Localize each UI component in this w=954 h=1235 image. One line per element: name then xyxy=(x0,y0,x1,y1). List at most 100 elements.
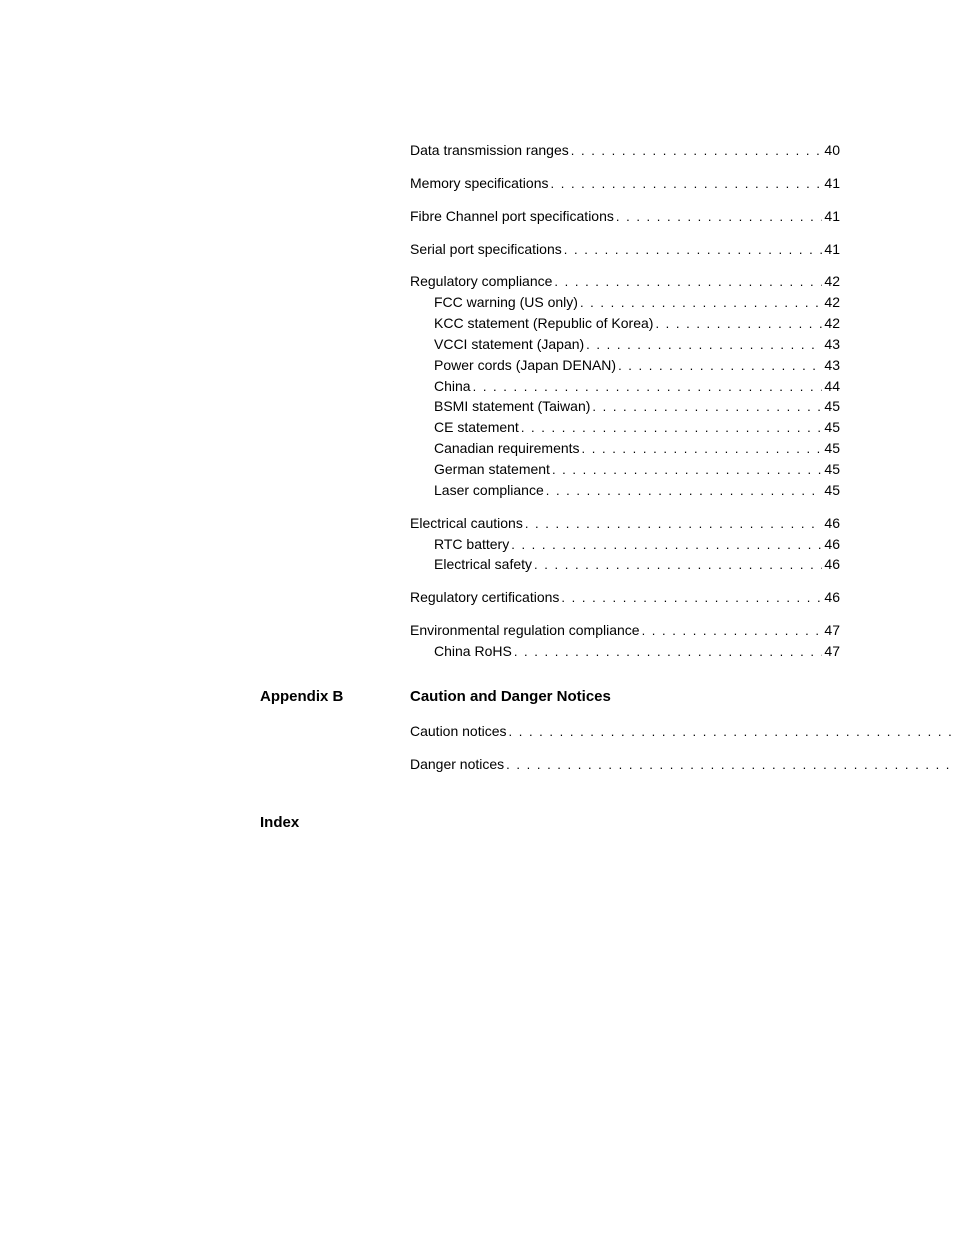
toc-entry-label: Serial port specifications xyxy=(410,239,562,259)
toc-entry[interactable]: FCC warning (US only) 42 xyxy=(410,292,840,313)
toc-entry-label: Memory specifications xyxy=(410,173,549,193)
toc-entry-page: 41 xyxy=(824,239,840,259)
toc-entry[interactable]: Danger notices 52 xyxy=(410,754,954,775)
toc-entry-label: Electrical safety xyxy=(434,554,532,574)
toc-entry-label: Data transmission ranges xyxy=(410,140,569,160)
toc-entry-label: Caution notices xyxy=(410,721,507,741)
toc-entry[interactable]: Data transmission ranges 40 xyxy=(410,140,840,161)
toc-entry-page: 43 xyxy=(824,334,840,354)
toc-entry-label: KCC statement (Republic of Korea) xyxy=(434,313,653,333)
toc-entry-page: 45 xyxy=(824,459,840,479)
toc-entry-label: Regulatory certifications xyxy=(410,587,559,607)
toc-group-gap xyxy=(410,608,840,620)
toc-leader-dots xyxy=(546,480,823,501)
toc-entry[interactable]: Fibre Channel port specifications 41 xyxy=(410,206,840,227)
toc-entry-page: 45 xyxy=(824,438,840,458)
toc-leader-dots xyxy=(521,417,823,438)
toc-entry[interactable]: VCCI statement (Japan) 43 xyxy=(410,334,840,355)
toc-entry-label: Regulatory compliance xyxy=(410,271,552,291)
toc-leader-dots xyxy=(506,754,954,775)
toc-entry-label: Power cords (Japan DENAN) xyxy=(434,355,616,375)
toc-leader-dots xyxy=(655,313,822,334)
toc-entry[interactable]: Environmental regulation compliance 47 xyxy=(410,620,840,641)
appendix-b-label: Appendix B xyxy=(260,688,410,705)
toc-entry-label: Electrical cautions xyxy=(410,513,523,533)
toc-entry[interactable]: Memory specifications 41 xyxy=(410,173,840,194)
index-section: Index xyxy=(260,814,804,831)
toc-entry[interactable]: China 44 xyxy=(410,376,840,397)
toc-entry[interactable]: Power cords (Japan DENAN) 43 xyxy=(410,355,840,376)
toc-leader-dots xyxy=(571,140,823,161)
toc-main-block: Data transmission ranges 40 Memory specif… xyxy=(410,140,840,662)
toc-entry-page: 44 xyxy=(824,376,840,396)
toc-leader-dots xyxy=(642,620,823,641)
toc-group-gap xyxy=(410,259,840,271)
toc-group-gap xyxy=(410,501,840,513)
toc-entry-label: FCC warning (US only) xyxy=(434,292,578,312)
toc-entry[interactable]: Caution notices 51 xyxy=(410,721,954,742)
toc-leader-dots xyxy=(525,513,823,534)
toc-entry-page: 40 xyxy=(824,140,840,160)
toc-entry-page: 41 xyxy=(824,173,840,193)
toc-leader-dots xyxy=(534,554,822,575)
toc-leader-dots xyxy=(592,396,822,417)
toc-leader-dots xyxy=(561,587,822,608)
toc-entry[interactable]: CE statement 45 xyxy=(410,417,840,438)
toc-leader-dots xyxy=(511,534,822,555)
toc-leader-dots xyxy=(514,641,823,662)
toc-leader-dots xyxy=(509,721,954,742)
toc-entry-label: Laser compliance xyxy=(434,480,544,500)
toc-entry[interactable]: BSMI statement (Taiwan) 45 xyxy=(410,396,840,417)
toc-entry-page: 45 xyxy=(824,480,840,500)
toc-entry-page: 41 xyxy=(824,206,840,226)
toc-group-gap xyxy=(410,742,954,754)
toc-entry-page: 46 xyxy=(824,513,840,533)
toc-entry-label: CE statement xyxy=(434,417,519,437)
toc-entry-page: 45 xyxy=(824,417,840,437)
index-label: Index xyxy=(260,814,410,831)
toc-entry-label: China xyxy=(434,376,471,396)
toc-entry-label: BSMI statement (Taiwan) xyxy=(434,396,590,416)
toc-entry[interactable]: Laser compliance 45 xyxy=(410,480,840,501)
toc-group-gap xyxy=(410,194,840,206)
toc-entry[interactable]: Canadian requirements 45 xyxy=(410,438,840,459)
appendix-b-section: Appendix B Caution and Danger Notices Ca… xyxy=(260,688,804,775)
toc-entry-page: 45 xyxy=(824,396,840,416)
appendix-b-content: Caution and Danger Notices Caution notic… xyxy=(410,688,954,775)
toc-entry-page: 46 xyxy=(824,587,840,607)
toc-entry-page: 42 xyxy=(824,292,840,312)
toc-entry-label: Environmental regulation compliance xyxy=(410,620,640,640)
toc-entry-label: VCCI statement (Japan) xyxy=(434,334,584,354)
toc-leader-dots xyxy=(551,173,823,194)
toc-entry-page: 43 xyxy=(824,355,840,375)
toc-entry-label: German statement xyxy=(434,459,550,479)
appendix-b-entries: Caution notices 51 Danger notices 52 xyxy=(410,721,954,775)
toc-entry[interactable]: RTC battery 46 xyxy=(410,534,840,555)
toc-leader-dots xyxy=(564,239,823,260)
toc-leader-dots xyxy=(582,438,823,459)
toc-entry[interactable]: KCC statement (Republic of Korea) 42 xyxy=(410,313,840,334)
toc-entry[interactable]: Regulatory certifications 46 xyxy=(410,587,840,608)
toc-entry-label: Canadian requirements xyxy=(434,438,580,458)
toc-entry-label: RTC battery xyxy=(434,534,509,554)
toc-entry-page: 47 xyxy=(824,641,840,661)
toc-entry-page: 42 xyxy=(824,313,840,333)
toc-leader-dots xyxy=(580,292,822,313)
toc-leader-dots xyxy=(616,206,823,227)
toc-entry-label: Danger notices xyxy=(410,754,504,774)
toc-entry[interactable]: China RoHS 47 xyxy=(410,641,840,662)
toc-group-gap xyxy=(410,161,840,173)
toc-entry-label: Fibre Channel port specifications xyxy=(410,206,614,226)
appendix-b-title: Caution and Danger Notices xyxy=(410,688,954,705)
toc-group-gap xyxy=(410,227,840,239)
toc-entry[interactable]: Electrical safety 46 xyxy=(410,554,840,575)
toc-entry-label: China RoHS xyxy=(434,641,512,661)
toc-entry[interactable]: Electrical cautions 46 xyxy=(410,513,840,534)
toc-entry[interactable]: Serial port specifications 41 xyxy=(410,239,840,260)
toc-entry[interactable]: German statement 45 xyxy=(410,459,840,480)
toc-group-gap xyxy=(410,575,840,587)
toc-leader-dots xyxy=(554,271,822,292)
toc-entry[interactable]: Regulatory compliance 42 xyxy=(410,271,840,292)
toc-entry-page: 42 xyxy=(824,271,840,291)
toc-leader-dots xyxy=(473,376,823,397)
